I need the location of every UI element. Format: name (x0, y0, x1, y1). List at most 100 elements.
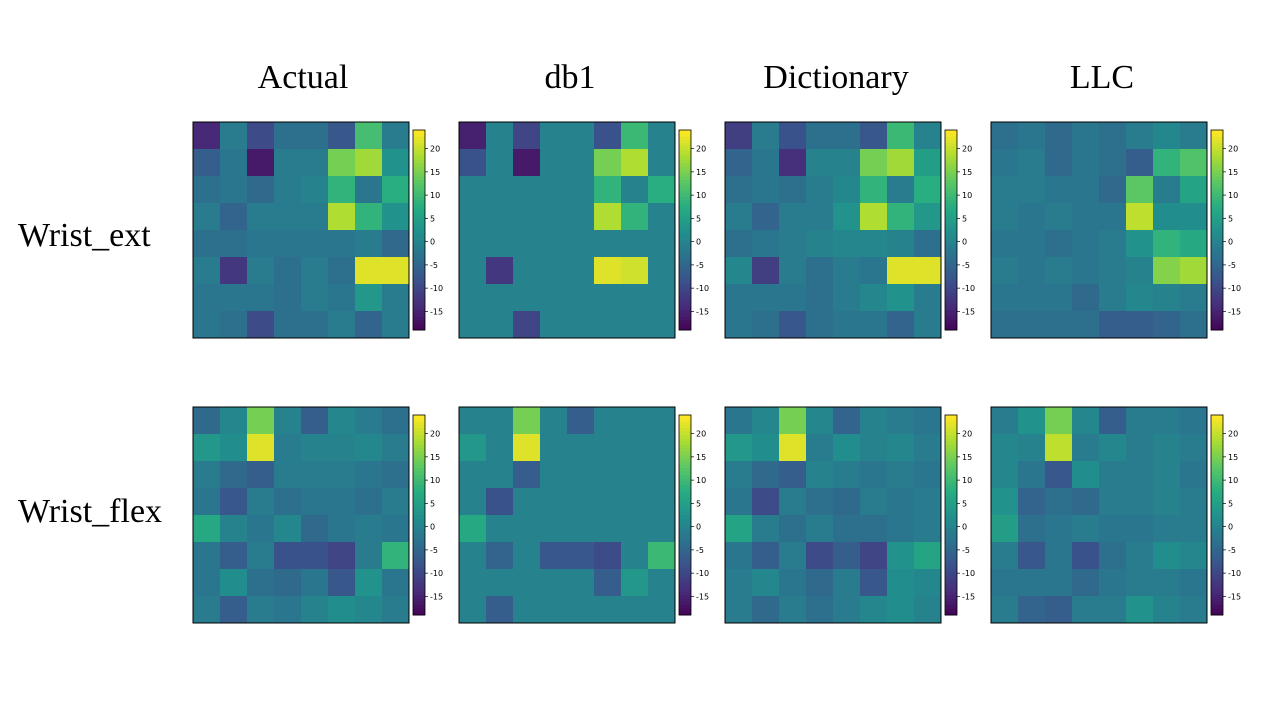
heatmap-cell (1126, 596, 1154, 624)
colorbar-segment (945, 163, 957, 168)
heatmap-cell (914, 284, 942, 312)
heatmap-cell (1072, 122, 1100, 150)
heatmap-cell (991, 122, 1019, 150)
heatmap-cell (1126, 542, 1154, 570)
colorbar-segment (945, 545, 957, 549)
heatmap-cell (355, 176, 383, 204)
colorbar-segment (945, 220, 957, 224)
colorbar-segment (413, 488, 425, 493)
colorbar-tick-label: 15 (1228, 453, 1238, 462)
heatmap-cell (486, 488, 514, 516)
colorbar-frame (1210, 414, 1224, 616)
heatmap-cell (193, 122, 221, 150)
heatmap-cell (991, 230, 1019, 258)
colorbar-segment (945, 303, 957, 308)
heatmap-cell (355, 596, 383, 624)
heatmap-cell (513, 407, 541, 435)
colorbar-segment (945, 250, 957, 254)
colorbar-segment (1211, 425, 1223, 429)
heatmap-cell (567, 488, 595, 516)
heatmap-cell (193, 311, 221, 339)
colorbar-segment (413, 558, 425, 563)
colorbar-segment (679, 445, 691, 449)
heatmap-cell (1018, 596, 1046, 624)
colorbar-segment (413, 581, 425, 586)
colorbar-tick-label: 15 (696, 453, 706, 462)
heatmap-panel-actual-wrist-ext: 20 15 10 5 0 -5 -10 -15 (192, 121, 443, 339)
heatmap-cell (887, 284, 915, 312)
heatmap-cell (1045, 122, 1073, 150)
colorbar-segment (679, 581, 691, 586)
heatmap-cell (540, 122, 568, 150)
heatmap-cell (540, 311, 568, 339)
colorbar-segment (679, 210, 691, 214)
heatmap-cell (274, 176, 302, 204)
colorbar-segment (679, 541, 691, 546)
heatmap-cell (274, 542, 302, 570)
heatmap-cell (1153, 596, 1181, 624)
colorbar-segment (413, 320, 425, 324)
heatmap-cell (220, 203, 248, 231)
heatmap-cell (860, 542, 888, 570)
heatmap-cell (1180, 257, 1208, 285)
heatmap-cell (1099, 461, 1127, 489)
colorbar-tick-label: 0 (696, 523, 701, 532)
heatmap-cell (1153, 461, 1181, 489)
heatmap-cell (459, 122, 487, 150)
colorbar-tick-label: -15 (962, 307, 975, 316)
colorbar-segment (679, 173, 691, 178)
colorbar-segment (945, 203, 957, 208)
colorbar-segment (413, 146, 425, 151)
colorbar-segment (413, 280, 425, 284)
heatmap-cell (220, 176, 248, 204)
panel-frame (192, 406, 410, 624)
heatmap-cell (860, 488, 888, 516)
heatmap-cell (328, 434, 356, 462)
heatmap-cell (594, 542, 622, 570)
heatmap-cell (513, 176, 541, 204)
heatmap-cell (806, 284, 834, 312)
heatmap-cell (1126, 149, 1154, 177)
heatmap-cell (594, 122, 622, 150)
heatmap-cell (459, 149, 487, 177)
heatmap-cell (779, 569, 807, 597)
colorbar-segment (1211, 511, 1223, 516)
colorbar-segment (413, 431, 425, 436)
colorbar-segment (413, 435, 425, 439)
colorbar-segment (413, 478, 425, 483)
heatmap-cell (752, 203, 780, 231)
colorbar-segment (679, 521, 691, 526)
colorbar-segment (1211, 588, 1223, 593)
heatmap-cell (220, 488, 248, 516)
colorbar-segment (413, 130, 425, 134)
col-title-llc: LLC (1069, 59, 1135, 96)
heatmap-panel-actual-wrist-flex: 20 15 10 5 0 -5 -10 -15 (192, 406, 443, 624)
colorbar-segment (945, 146, 957, 151)
colorbar-segment (679, 263, 691, 268)
colorbar-segment (679, 565, 691, 569)
colorbar-segment (945, 485, 957, 489)
colorbar-tick-label: 15 (962, 168, 972, 177)
colorbar-segment (679, 270, 691, 274)
colorbar-segment (1211, 176, 1223, 181)
heatmap-cell (355, 284, 383, 312)
colorbar-segment (1211, 545, 1223, 549)
heatmap-cell (887, 569, 915, 597)
heatmap-cell (193, 149, 221, 177)
heatmap-cell (567, 122, 595, 150)
heatmap-cell (806, 230, 834, 258)
colorbar-tick-label: 0 (962, 238, 967, 247)
colorbar-segment (679, 461, 691, 466)
heatmap-cell (382, 176, 410, 204)
heatmap-cell (328, 542, 356, 570)
heatmap-cell (247, 434, 275, 462)
heatmap-cell (513, 257, 541, 285)
heatmap-cell (193, 542, 221, 570)
colorbar-segment (413, 170, 425, 174)
heatmap-cell (328, 569, 356, 597)
heatmap-cell (887, 542, 915, 570)
colorbar-segment (945, 133, 957, 138)
heatmap-cell (725, 407, 753, 435)
heatmap-cell (1018, 284, 1046, 312)
colorbar-segment (945, 531, 957, 536)
